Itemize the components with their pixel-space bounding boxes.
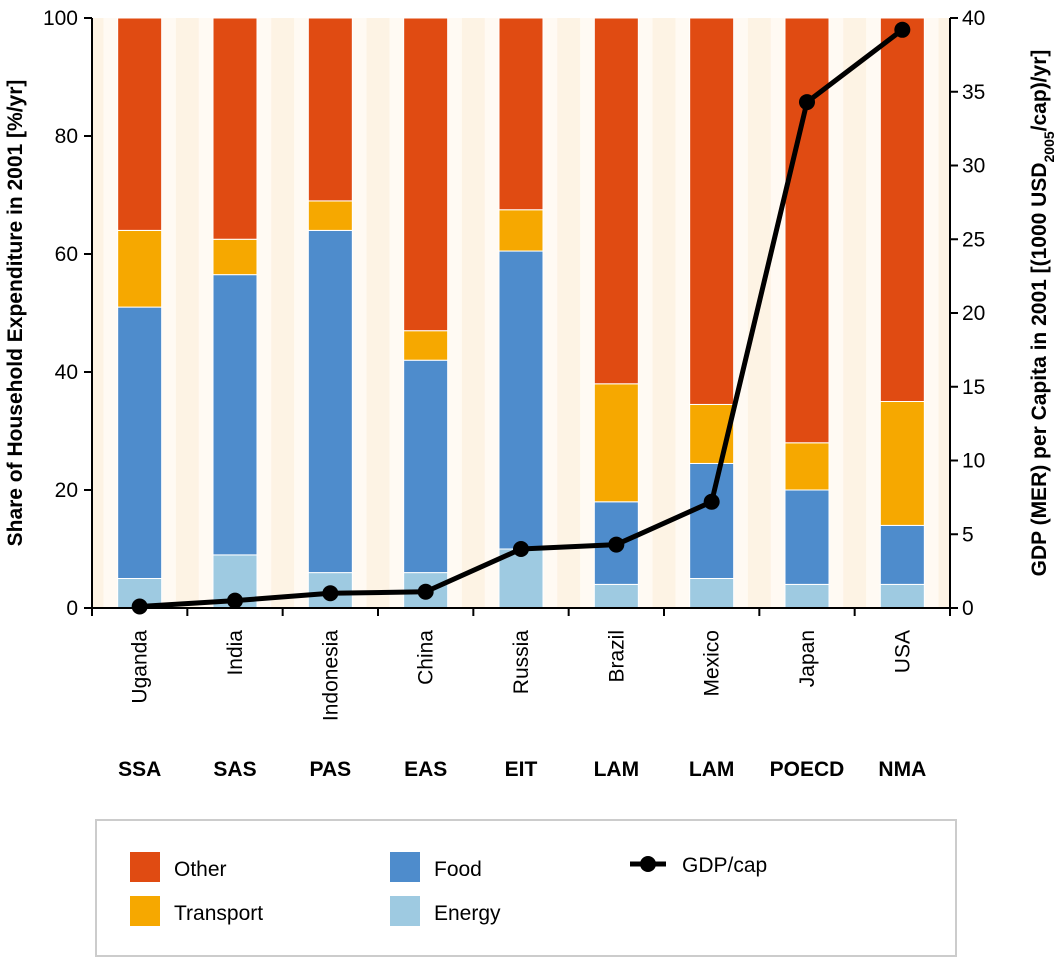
- legend-swatch-energy: [390, 896, 420, 926]
- y-axis-title-right-part: GDP (MER) per Capita in 2001 [(1000 USD: [1028, 162, 1051, 576]
- bar-other-india: [212, 17, 258, 240]
- legend-marker: [640, 856, 656, 872]
- region-label: POECD: [770, 758, 845, 781]
- y-axis-title-left: Share of Household Expenditure in 2001 […: [4, 80, 27, 547]
- y-tick-label-left: 0: [66, 597, 78, 620]
- legend-swatch-food: [390, 852, 420, 882]
- y-axis-title-right: GDP (MER) per Capita in 2001 [(1000 USD2…: [1028, 50, 1057, 577]
- category-label: Japan: [796, 630, 819, 687]
- y-tick-label-right: 10: [962, 450, 985, 473]
- gdp-point-brazil: [608, 536, 625, 553]
- bar-other-uganda: [117, 17, 163, 231]
- y-axis-title-right-part: /cap)/yr]: [1028, 50, 1051, 132]
- y-tick-label-left: 20: [55, 479, 78, 502]
- region-label: LAM: [594, 758, 640, 781]
- legend-label: Energy: [434, 902, 501, 925]
- region-label: NMA: [878, 758, 926, 781]
- legend-label: Food: [434, 858, 482, 881]
- bar-energy-uganda: [117, 578, 163, 609]
- bar-transport-china: [403, 330, 449, 361]
- region-label: EIT: [505, 758, 538, 781]
- bar-food-usa: [879, 524, 925, 585]
- bar-food-china: [403, 359, 449, 574]
- y-tick-label-left: 40: [55, 361, 78, 384]
- category-label: India: [224, 630, 247, 676]
- region-label: SAS: [213, 758, 256, 781]
- category-label: Brazil: [605, 630, 628, 683]
- bar-other-mexico: [689, 17, 735, 405]
- category-label: USA: [891, 630, 914, 673]
- bar-food-japan: [784, 489, 830, 585]
- y-tick-label-right: 20: [962, 302, 985, 325]
- bar-other-japan: [784, 17, 830, 444]
- bar-energy-usa: [879, 583, 925, 609]
- legend-swatch-transport: [130, 896, 160, 926]
- bar-energy-mexico: [689, 578, 735, 609]
- gdp-point-russia: [513, 541, 529, 557]
- region-label: SSA: [118, 758, 161, 781]
- bar-transport-indonesia: [307, 200, 353, 231]
- bar-transport-usa: [879, 401, 925, 526]
- category-label: Uganda: [129, 630, 152, 704]
- y-tick-label-right: 25: [962, 228, 985, 251]
- axis-titles: Share of Household Expenditure in 2001 […: [4, 50, 1057, 577]
- y-tick-label-right: 40: [962, 7, 985, 30]
- bar-food-russia: [498, 250, 544, 550]
- y-tick-label-right: 0: [962, 597, 974, 620]
- y-tick-label-right: 5: [962, 523, 974, 546]
- stacked-bars: [117, 17, 925, 609]
- bar-food-uganda: [117, 306, 163, 579]
- y-tick-label-right: 35: [962, 81, 985, 104]
- legend: Other Transport Food Energy GDP/cap: [95, 819, 957, 957]
- region-label: PAS: [310, 758, 352, 781]
- bar-transport-japan: [784, 442, 830, 491]
- gdp-point-japan: [799, 94, 815, 111]
- bar-energy-brazil: [593, 583, 639, 609]
- category-label: Mexico: [701, 630, 724, 697]
- category-label: Indonesia: [319, 630, 342, 721]
- legend-label: Transport: [174, 902, 263, 925]
- y-tick-label-left: 60: [55, 243, 78, 266]
- bar-other-russia: [498, 17, 544, 211]
- y-axis-title-right-subscript: 2005: [1041, 131, 1057, 162]
- y-tick-label-left: 100: [43, 7, 78, 30]
- bar-transport-india: [212, 238, 258, 276]
- bar-energy-japan: [784, 583, 830, 609]
- bar-other-brazil: [593, 17, 639, 385]
- bar-other-usa: [879, 17, 925, 402]
- category-label: China: [415, 630, 438, 685]
- gdp-point-indonesia: [322, 585, 339, 602]
- legend-label: GDP/cap: [682, 854, 767, 877]
- y-tick-label-left: 80: [55, 125, 78, 148]
- y-tick-label-right: 30: [962, 155, 985, 178]
- legend-label: Other: [174, 858, 227, 881]
- gdp-point-china: [417, 583, 434, 600]
- bar-transport-russia: [498, 209, 544, 252]
- region-label: EAS: [404, 758, 447, 781]
- bar-transport-brazil: [593, 383, 639, 503]
- bar-food-india: [212, 274, 258, 556]
- gdp-point-usa: [894, 21, 911, 38]
- gdp-point-uganda: [131, 598, 148, 615]
- category-labels: Uganda SSA India SAS Indonesia PAS China EAS Rus…: [118, 630, 926, 781]
- region-label: LAM: [689, 758, 735, 781]
- bar-other-china: [403, 17, 449, 332]
- gdp-point-mexico: [703, 493, 720, 510]
- gdp-line-series: [131, 21, 911, 615]
- legend-box: [95, 819, 957, 957]
- y-tick-label-right: 15: [962, 376, 985, 399]
- bar-transport-uganda: [117, 229, 163, 308]
- legend-swatch-other: [130, 852, 160, 882]
- category-label: Russia: [510, 630, 533, 695]
- bar-food-indonesia: [307, 229, 353, 574]
- bar-food-mexico: [689, 462, 735, 580]
- gdp-point-india: [227, 592, 243, 609]
- bar-other-indonesia: [307, 17, 353, 202]
